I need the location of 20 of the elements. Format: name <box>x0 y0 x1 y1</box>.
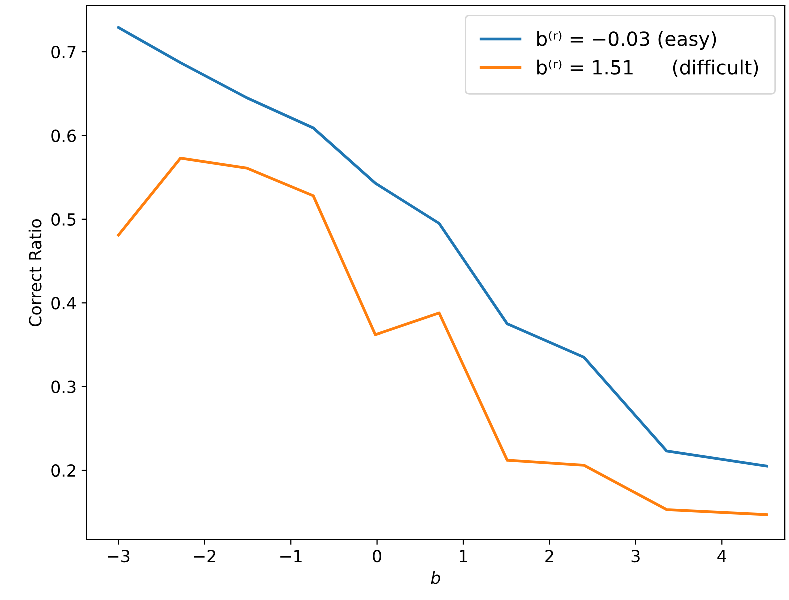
x-tick-label: 1 <box>460 550 468 562</box>
y-tick-label: 0.4 <box>52 297 76 310</box>
x-tick-label: −3 <box>108 550 130 563</box>
x-tick-label: −1 <box>280 550 302 562</box>
x-tick-label: 3 <box>632 550 640 563</box>
y-tick-label: 0.2 <box>52 464 76 478</box>
x-tick-label: 4 <box>718 550 726 562</box>
x-tick-label: 0 <box>373 550 382 563</box>
x-axis-title: b <box>431 571 440 584</box>
y-axis-title: Correct Ratio <box>28 219 42 327</box>
y-tick-label: 0.5 <box>52 213 76 226</box>
y-tick-label: 0.7 <box>52 46 76 59</box>
x-tick-label: 2 <box>546 550 554 562</box>
x-tick-label: −2 <box>194 550 216 562</box>
line-series <box>117 156 768 516</box>
y-tick-label: 0.3 <box>52 380 76 394</box>
legend-label: b⁽ʳ⁾ = 1.51 (difficult) <box>538 60 758 78</box>
line-series <box>117 26 768 468</box>
y-tick-label: 0.6 <box>52 130 76 142</box>
legend-label: b⁽ʳ⁾ = −0.03 (easy) <box>538 31 716 50</box>
